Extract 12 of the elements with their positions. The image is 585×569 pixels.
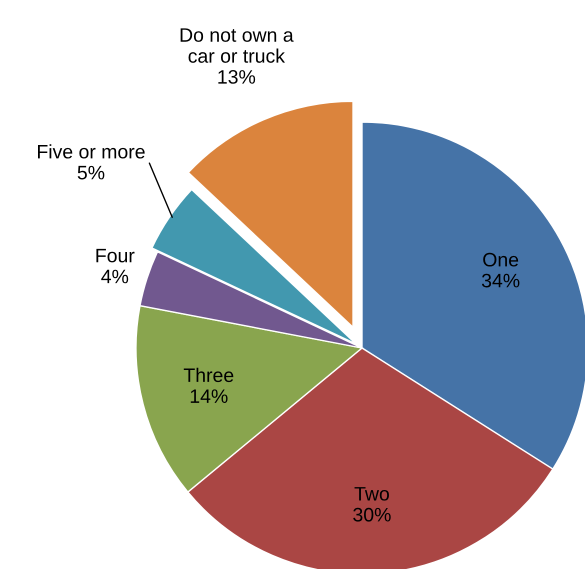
data-label: 13% bbox=[218, 70, 256, 84]
slice-label: Two bbox=[354, 487, 389, 501]
slice-label: Five or more bbox=[38, 144, 145, 159]
data-label: 5% bbox=[78, 166, 104, 180]
slice-label: Do not own a car or truck bbox=[180, 28, 294, 63]
slice-label: Three bbox=[184, 368, 234, 382]
slice-label: One bbox=[483, 252, 518, 267]
data-label: 14% bbox=[190, 389, 228, 403]
slice-label: Four bbox=[96, 248, 134, 262]
data-label: 4% bbox=[101, 270, 128, 284]
data-label: 34% bbox=[482, 274, 520, 288]
data-label: 30% bbox=[353, 508, 391, 522]
